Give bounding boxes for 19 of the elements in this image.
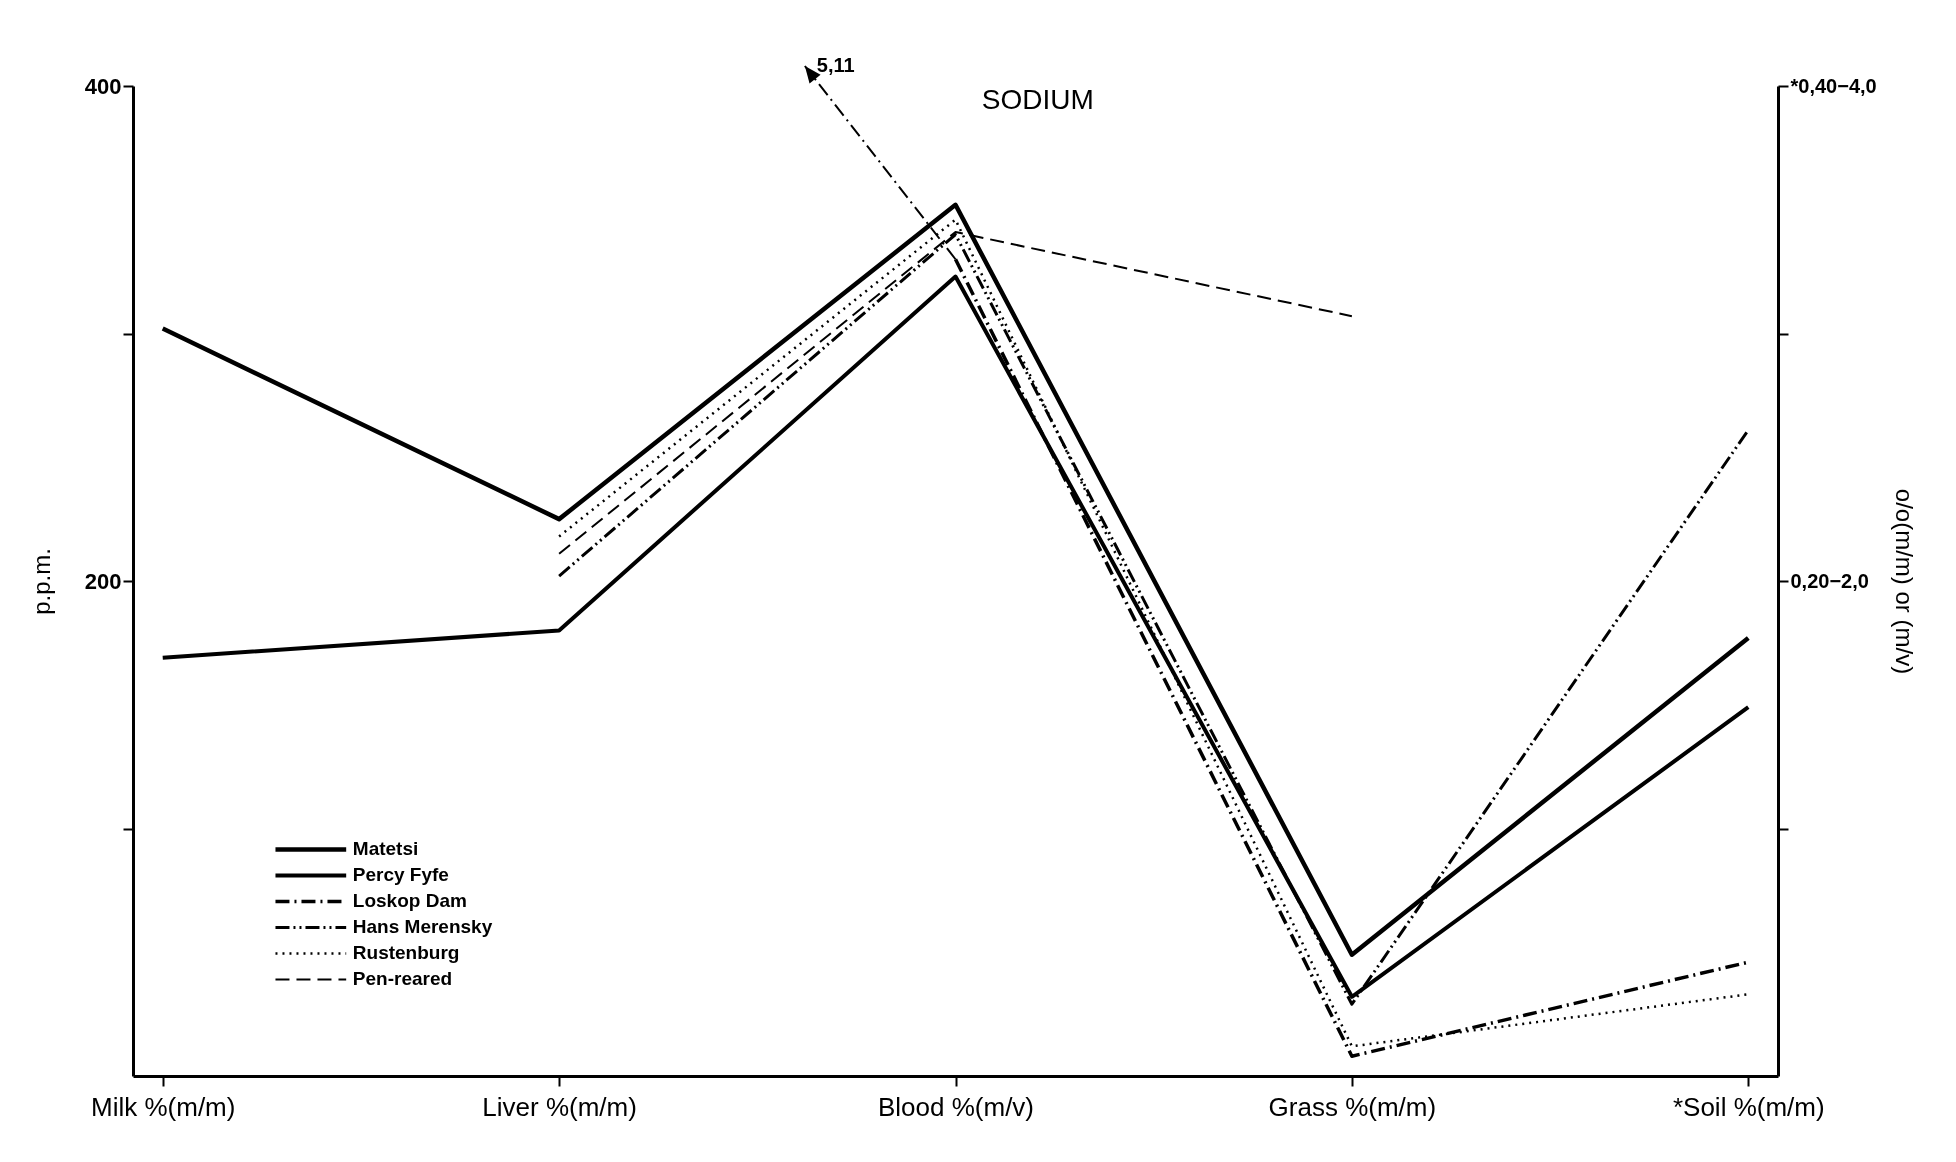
text: 5,11 — [816, 54, 855, 76]
text: *0,40−4,0 — [1790, 74, 1877, 97]
legend-label: Loskop Dam — [352, 890, 467, 912]
x-tick-label: *Soil %(m/m) — [1672, 1091, 1825, 1122]
legend-label: Rustenburg — [352, 942, 460, 964]
y-tick-label: 400 — [84, 73, 122, 99]
y2-axis-title: o/o(m/m) or (m/v) — [1890, 488, 1918, 675]
legend-label: Matetsi — [352, 838, 419, 860]
x-tick-label: Milk %(m/m) — [91, 1091, 236, 1122]
legend-label: Percy Fyfe — [352, 864, 449, 886]
y-axis-title: p.p.m. — [27, 548, 55, 615]
x-tick-label: Blood %(m/v) — [877, 1091, 1035, 1122]
legend-label: Hans Merensky — [352, 916, 493, 938]
y-tick-label: 200 — [84, 568, 122, 594]
x-tick-label: Grass %(m/m) — [1268, 1091, 1437, 1122]
chart-title: SODIUM — [981, 84, 1094, 115]
legend-label: Pen-reared — [352, 968, 453, 990]
x-tick-label: Liver %(m/m) — [482, 1091, 637, 1122]
text: 0,20−2,0 — [1790, 569, 1869, 592]
